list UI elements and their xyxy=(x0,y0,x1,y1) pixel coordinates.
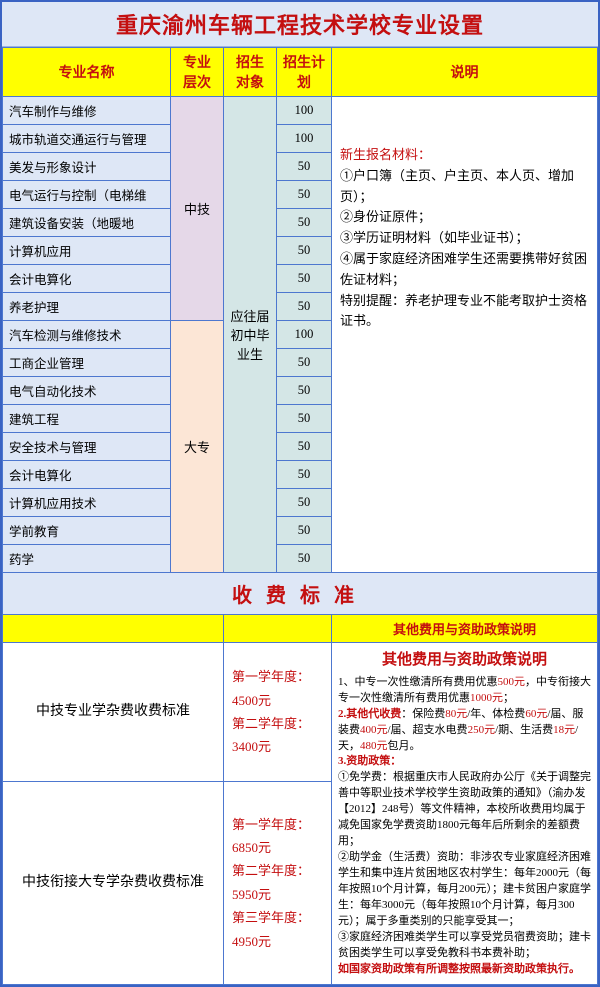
col-desc: 说明 xyxy=(332,48,598,97)
plan-cell: 100 xyxy=(277,321,332,349)
p3d: 如国家资助政策有所调整按照最新资助政策执行。 xyxy=(338,963,580,975)
major-name: 建筑工程 xyxy=(3,405,171,433)
col-major: 专业名称 xyxy=(3,48,171,97)
p3: 3.资助政策： xyxy=(338,755,401,767)
major-name: 计算机应用 xyxy=(3,237,171,265)
plan-cell: 50 xyxy=(277,209,332,237)
target-cell: 应往届初中毕业生 xyxy=(224,97,277,573)
p2i: 250元 xyxy=(468,724,496,736)
majors-table: 专业名称 专业层次 招生对象 招生计划 说明 汽车制作与维修 中技 应往届初中毕… xyxy=(2,47,598,985)
major-name: 养老护理 xyxy=(3,293,171,321)
col-target: 招生对象 xyxy=(224,48,277,97)
major-name: 药学 xyxy=(3,545,171,573)
p2g: 400元 xyxy=(360,724,388,736)
table-row: 汽车制作与维修 中技 应往届初中毕业生 100 新生报名材料： ①户口簿（主页、… xyxy=(3,97,598,125)
p1a: 1、中专一次性缴清所有费用优惠 xyxy=(338,676,498,688)
major-name: 安全技术与管理 xyxy=(3,433,171,461)
desc-cell: 新生报名材料： ①户口簿（主页、户主页、本人页、增加页）； ②身份证原件； ③学… xyxy=(332,97,598,573)
fee-col-left xyxy=(3,615,224,643)
plan-cell: 50 xyxy=(277,153,332,181)
major-name: 会计电算化 xyxy=(3,265,171,293)
major-name: 建筑设备安装（地暖地 xyxy=(3,209,171,237)
p2c: 80元 xyxy=(445,708,467,720)
major-name: 电气自动化技术 xyxy=(3,377,171,405)
fee-dz-years: 第一学年度：6850元 第二学年度：5950元 第三学年度：4950元 xyxy=(224,782,332,985)
document-container: 重庆渝州车辆工程技术学校专业设置 专业名称 专业层次 招生对象 招生计划 说明 … xyxy=(0,0,600,987)
p1d: 1000元 xyxy=(470,692,503,704)
desc-l5: 特别提醒：养老护理专业不能考取护士资格证书。 xyxy=(340,293,587,329)
p2j: /期、生活费 xyxy=(495,724,553,736)
p2d: /年、体检费 xyxy=(467,708,525,720)
desc-l2: ②身份证原件； xyxy=(340,209,431,224)
desc-l3: ③学历证明材料（如毕业证书）； xyxy=(340,230,529,245)
desc-l4: ④属于家庭经济困难学生还需要携带好贫困佐证材料； xyxy=(340,251,587,287)
plan-cell: 50 xyxy=(277,433,332,461)
plan-cell: 50 xyxy=(277,461,332,489)
col-level: 专业层次 xyxy=(171,48,224,97)
plan-cell: 50 xyxy=(277,545,332,573)
level-dz: 大专 xyxy=(171,321,224,573)
p2n: 包月。 xyxy=(388,740,421,752)
policy-title: 其他费用与资助政策说明 xyxy=(338,649,591,671)
p1e: ； xyxy=(503,692,514,704)
p2h: /届、超支水电费 xyxy=(388,724,468,736)
plan-cell: 50 xyxy=(277,293,332,321)
plan-cell: 100 xyxy=(277,97,332,125)
plan-cell: 50 xyxy=(277,405,332,433)
p2a: 2.其他代收费 xyxy=(338,708,401,720)
major-name: 城市轨道交通运行与管理 xyxy=(3,125,171,153)
plan-cell: 50 xyxy=(277,181,332,209)
p2e: 60元 xyxy=(525,708,547,720)
p3a: ①免学费：根据重庆市人民政府办公厅《关于调整完善中等职业技术学校学生资助政策的通… xyxy=(338,771,591,847)
fee-col-mid xyxy=(224,615,332,643)
fee-section-title: 收费标准 xyxy=(3,573,598,615)
major-name: 美发与形象设计 xyxy=(3,153,171,181)
plan-cell: 50 xyxy=(277,489,332,517)
major-name: 会计电算化 xyxy=(3,461,171,489)
policy-cell: 其他费用与资助政策说明 1、中专一次性缴清所有费用优惠500元，中专衔接大专一次… xyxy=(332,643,598,985)
major-name: 计算机应用技术 xyxy=(3,489,171,517)
plan-cell: 50 xyxy=(277,517,332,545)
p1b: 500元 xyxy=(498,676,526,688)
major-name: 学前教育 xyxy=(3,517,171,545)
major-name: 汽车检测与维修技术 xyxy=(3,321,171,349)
p3c: ③家庭经济困难类学生可以享受党员宿费资助；建卡贫困类学生可以享受免教科书本费补助… xyxy=(338,931,591,959)
plan-cell: 50 xyxy=(277,237,332,265)
plan-cell: 100 xyxy=(277,125,332,153)
p2m: 480元 xyxy=(360,740,388,752)
p2k: 18元 xyxy=(553,724,575,736)
major-name: 电气运行与控制（电梯维 xyxy=(3,181,171,209)
level-zj: 中技 xyxy=(171,97,224,321)
desc-title: 新生报名材料： xyxy=(340,147,431,162)
plan-cell: 50 xyxy=(277,349,332,377)
major-name: 汽车制作与维修 xyxy=(3,97,171,125)
p3b: ②助学金（生活费）资助：非涉农专业家庭经济困难学生和集中连片贫困地区农村学生：每… xyxy=(338,851,591,927)
desc-l1: ①户口簿（主页、户主页、本人页、增加页）； xyxy=(340,168,574,204)
major-name: 工商企业管理 xyxy=(3,349,171,377)
fee-col-right: 其他费用与资助政策说明 xyxy=(332,615,598,643)
plan-cell: 50 xyxy=(277,377,332,405)
plan-cell: 50 xyxy=(277,265,332,293)
p2b: ：保险费 xyxy=(401,708,445,720)
fee-dz-label: 中技衔接大专学杂费收费标准 xyxy=(3,782,224,985)
page-title: 重庆渝州车辆工程技术学校专业设置 xyxy=(2,2,598,47)
col-plan: 招生计划 xyxy=(277,48,332,97)
